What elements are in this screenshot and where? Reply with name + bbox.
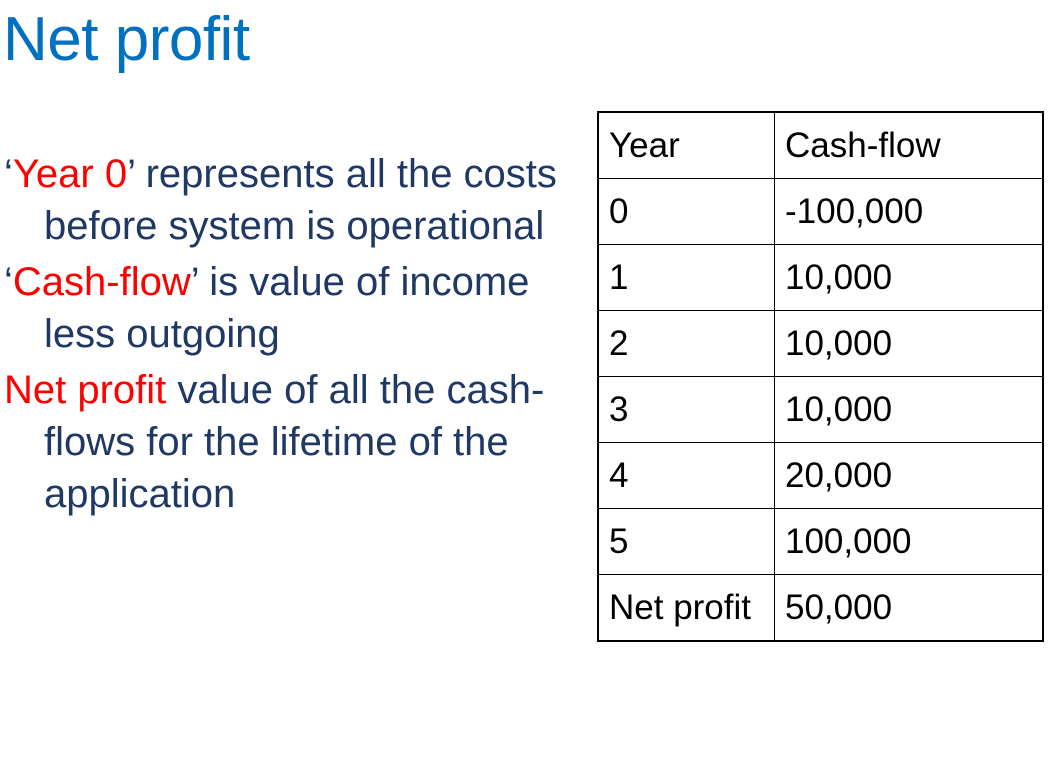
- bullet-list: ‘Year 0’ represents all the costs before…: [4, 148, 574, 524]
- table-header-cash-flow: Cash-flow: [774, 111, 1044, 179]
- table-row: 1 10,000: [597, 244, 1044, 311]
- table-cell-total-value: 50,000: [774, 574, 1044, 642]
- table-cell-cash-flow: -100,000: [774, 178, 1044, 245]
- bullet-quote-close: ’: [190, 260, 199, 304]
- table-cell-total-label: Net profit: [597, 574, 775, 642]
- table-cell-year: 5: [597, 508, 775, 575]
- table-cell-year: 2: [597, 310, 775, 377]
- table-cell-year: 1: [597, 244, 775, 311]
- bullet-text: is value of income less outgoing: [44, 260, 530, 356]
- table-header-row: Year Cash-flow: [597, 111, 1044, 179]
- table-row: 4 20,000: [597, 442, 1044, 509]
- table-cell-year: 0: [597, 178, 775, 245]
- table-cell-cash-flow: 10,000: [774, 244, 1044, 311]
- bullet-highlight: Net profit: [4, 368, 167, 412]
- cash-flow-table: Year Cash-flow 0 -100,000 1 10,000 2 10,…: [597, 111, 1044, 642]
- table-total-row: Net profit 50,000: [597, 574, 1044, 642]
- table-cell-year: 3: [597, 376, 775, 443]
- bullet-highlight: Year 0: [12, 152, 128, 196]
- table-row: 0 -100,000: [597, 178, 1044, 245]
- table-row: 2 10,000: [597, 310, 1044, 377]
- bullet-quote-open: ‘: [4, 152, 13, 196]
- bullet-quote-open: ‘: [4, 260, 13, 304]
- bullet-net-profit: Net profit value of all the cash-flows f…: [4, 364, 574, 520]
- bullet-text: represents all the costs before system i…: [44, 152, 557, 248]
- bullet-quote-close: ’: [127, 152, 135, 196]
- bullet-cash-flow: ‘Cash-flow’ is value of income less outg…: [4, 256, 574, 360]
- bullet-text: value of all the cash-flows for the life…: [44, 368, 545, 516]
- slide-title: Net profit: [3, 5, 250, 74]
- table-row: 5 100,000: [597, 508, 1044, 575]
- table-header-year: Year: [597, 111, 775, 179]
- table-cell-cash-flow: 20,000: [774, 442, 1044, 509]
- bullet-highlight: Cash-flow: [12, 260, 191, 304]
- table-cell-cash-flow: 10,000: [774, 310, 1044, 377]
- table-cell-year: 4: [597, 442, 775, 509]
- table-cell-cash-flow: 100,000: [774, 508, 1044, 575]
- bullet-year-0: ‘Year 0’ represents all the costs before…: [4, 148, 574, 252]
- table-row: 3 10,000: [597, 376, 1044, 443]
- table-cell-cash-flow: 10,000: [774, 376, 1044, 443]
